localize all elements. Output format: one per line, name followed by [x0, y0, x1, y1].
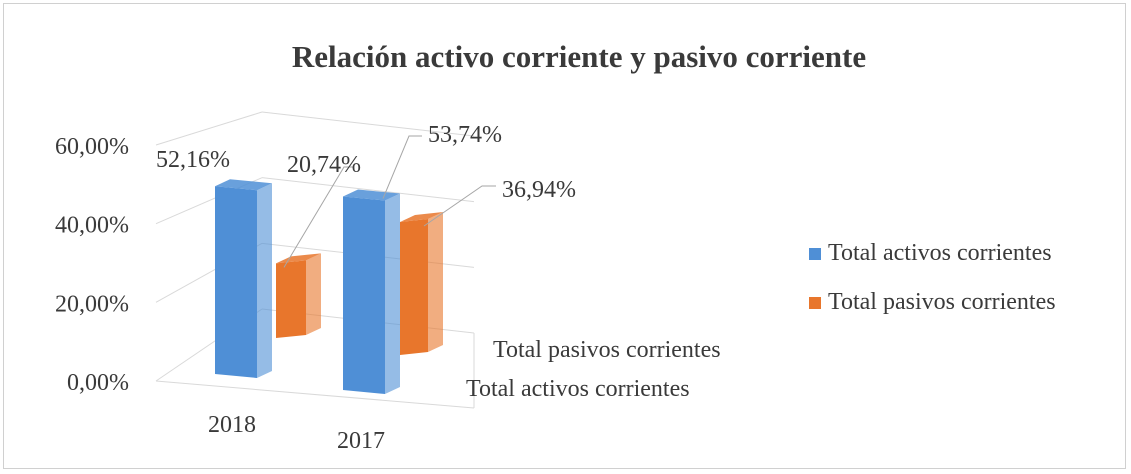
bar-activos-2017	[343, 189, 400, 394]
chart-container: Relación activo corriente y pasivo corri…	[3, 3, 1126, 469]
bar-side-face	[428, 212, 443, 352]
y-axis-ticks: 0,00% 20,00% 40,00% 60,00%	[55, 134, 129, 396]
depth-axis-label: Total activos corrientes	[466, 376, 690, 402]
x-category-label: 2018	[208, 412, 256, 438]
chart-svg: Relación activo corriente y pasivo corri…	[55, 39, 1056, 454]
bar-pasivos-2018	[276, 253, 321, 338]
bar-side-face	[257, 183, 272, 378]
chart-title: Relación activo corriente y pasivo corri…	[292, 39, 866, 74]
legend-label: Total pasivos corrientes	[828, 289, 1056, 315]
bar-top-face	[400, 212, 443, 223]
bars	[215, 179, 443, 394]
x-axis-categories: 2018 2017	[208, 412, 385, 454]
bar-front-face	[400, 219, 428, 355]
legend-label: Total activos corrientes	[828, 240, 1052, 266]
x-category-label: 2017	[337, 428, 385, 454]
leader-line	[283, 166, 354, 268]
gridline	[261, 111, 475, 137]
legend: Total activos corrientes Total pasivos co…	[809, 240, 1056, 315]
bar-top-face	[276, 253, 321, 264]
data-label: 36,94%	[502, 177, 576, 203]
legend-swatch	[809, 297, 821, 309]
floor-front-edge	[155, 380, 475, 409]
bar-side-face	[306, 253, 321, 335]
depth-axis-label: Total pasivos corrientes	[493, 337, 721, 363]
data-labels: 52,16% 20,74% 53,74% 36,94%	[156, 122, 576, 268]
legend-swatch	[809, 248, 821, 260]
bar-pasivos-2017	[400, 212, 443, 355]
grid-layer	[155, 111, 475, 409]
y-tick-label: 20,00%	[55, 291, 129, 317]
gridline	[261, 177, 475, 203]
depth-axis-labels: Total pasivos corrientes Total activos co…	[466, 337, 721, 402]
bar-activos-2018	[215, 179, 272, 378]
y-tick-label: 40,00%	[55, 213, 129, 239]
gridline-side	[155, 111, 263, 146]
bar-side-face	[385, 193, 400, 394]
y-tick-label: 0,00%	[67, 370, 129, 396]
data-label: 53,74%	[428, 122, 502, 148]
bar-top-face	[215, 179, 272, 191]
leader-line	[423, 185, 496, 227]
bar-front-face	[276, 260, 306, 338]
leader-line	[382, 135, 422, 199]
y-tick-label: 60,00%	[55, 134, 129, 160]
data-label: 20,74%	[287, 152, 361, 178]
data-label: 52,16%	[156, 147, 230, 173]
bar-front-face	[343, 196, 385, 394]
bar-front-face	[215, 186, 257, 378]
